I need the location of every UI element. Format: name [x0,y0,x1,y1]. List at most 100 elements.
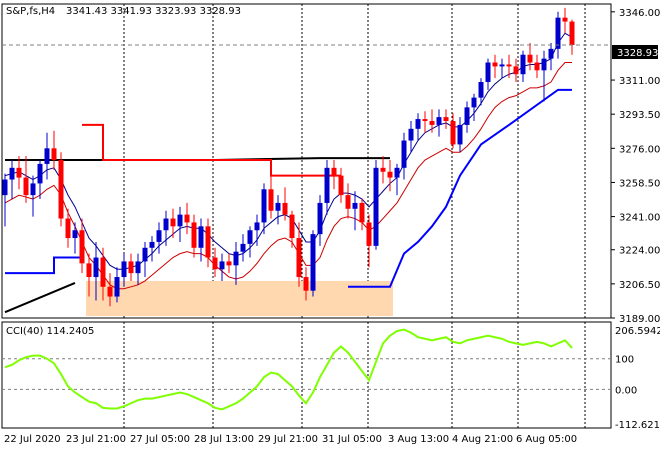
moving-average-fast [4,32,573,270]
candle-body [30,183,36,196]
candle-body [212,257,218,270]
candle [534,54,540,79]
candle [408,121,414,153]
candle-body [478,82,484,98]
candle-body [443,117,449,122]
candle [107,273,113,307]
cci-tick-label: -112.6218 [615,420,660,431]
candle-body [226,261,232,266]
candle-body [450,121,456,145]
price-tick-label: 3189.00 [619,314,660,325]
candle [422,111,428,133]
candle-body [191,222,197,248]
trendline [4,281,76,314]
candle-body [205,226,211,258]
price-axis: 3346.00 3311.00 3293.50 3276.00 3258.50 3241.… [611,8,660,325]
candle [387,160,393,192]
candle-body [471,97,477,108]
candle-body [37,163,43,184]
price-tick-label: 3206.50 [619,280,660,291]
candle-body [177,214,183,227]
candle-body [142,247,148,262]
price-tick-label: 3346.00 [619,8,660,19]
candle [198,218,204,262]
candle [191,214,197,258]
candle [268,171,274,219]
candle-body [135,261,141,274]
candle [415,113,421,141]
candle [121,253,127,287]
candle-body [506,64,512,67]
support-band-line [348,88,572,288]
candle [51,130,57,170]
candle-body [338,175,344,196]
candle-body [219,261,225,270]
candle [30,175,36,217]
candle [345,183,351,219]
price-tick-label: 3276.00 [619,144,660,155]
candle [212,247,218,278]
candle [457,117,463,153]
candle-body [359,202,365,223]
demand-zone [86,280,393,317]
candle-body [562,17,568,22]
candle-body [156,230,162,242]
candle [72,222,78,254]
candle-body [275,202,281,211]
candle [569,19,575,55]
cci-grid [2,322,611,428]
candle-body [44,148,50,164]
candle [338,167,344,203]
candle-body [331,167,337,176]
time-tick-label: 28 Jul 13:00 [194,434,254,445]
candle-body [569,21,575,45]
candle [226,253,232,274]
chart-ohlc-readout: 3341.43 3341.93 3323.93 3328.93 [66,6,241,17]
candle [142,241,148,278]
candle [303,267,309,301]
cci-label: CCI(40) 114.2405 [6,326,94,337]
candle-body [387,171,393,178]
time-tick-label: 31 Jul 05:00 [322,434,382,445]
candle [23,156,29,203]
candle [58,152,64,227]
candle [86,253,92,297]
candle [359,199,365,231]
candle-body [534,62,540,71]
candle-body [394,167,400,178]
candle-body [527,54,533,63]
candle [373,160,379,250]
candle [366,214,372,268]
candle-body [289,214,295,239]
time-tick-label: 6 Aug 05:00 [516,434,577,445]
candle [429,109,435,133]
candle-body [121,261,127,278]
candle-body [254,222,260,231]
candle [261,183,267,235]
candle [2,173,8,227]
candle-body [198,226,204,248]
candle-body [429,121,435,125]
cci-line [4,328,573,411]
candle [513,58,519,83]
candle-body [464,107,470,125]
candle [156,222,162,254]
candle [520,50,526,83]
candle [471,93,477,122]
price-panel: S&P,fs,H4 3341.43 3341.93 3323.93 3328.9… [1,3,612,319]
candle [254,214,260,246]
candle-body [86,263,92,278]
candle-body [233,251,239,266]
candle [65,208,71,248]
candle-body [457,124,463,145]
candle-body [366,222,372,246]
candle-body [317,202,323,235]
candle-body [324,167,330,203]
lower-band-line [5,256,82,275]
candle [93,241,99,301]
price-tick-label: 3224.00 [619,246,660,257]
candle-body [499,64,505,67]
candle-body [261,189,267,223]
candle-body [373,167,379,246]
candle-body [247,230,253,244]
